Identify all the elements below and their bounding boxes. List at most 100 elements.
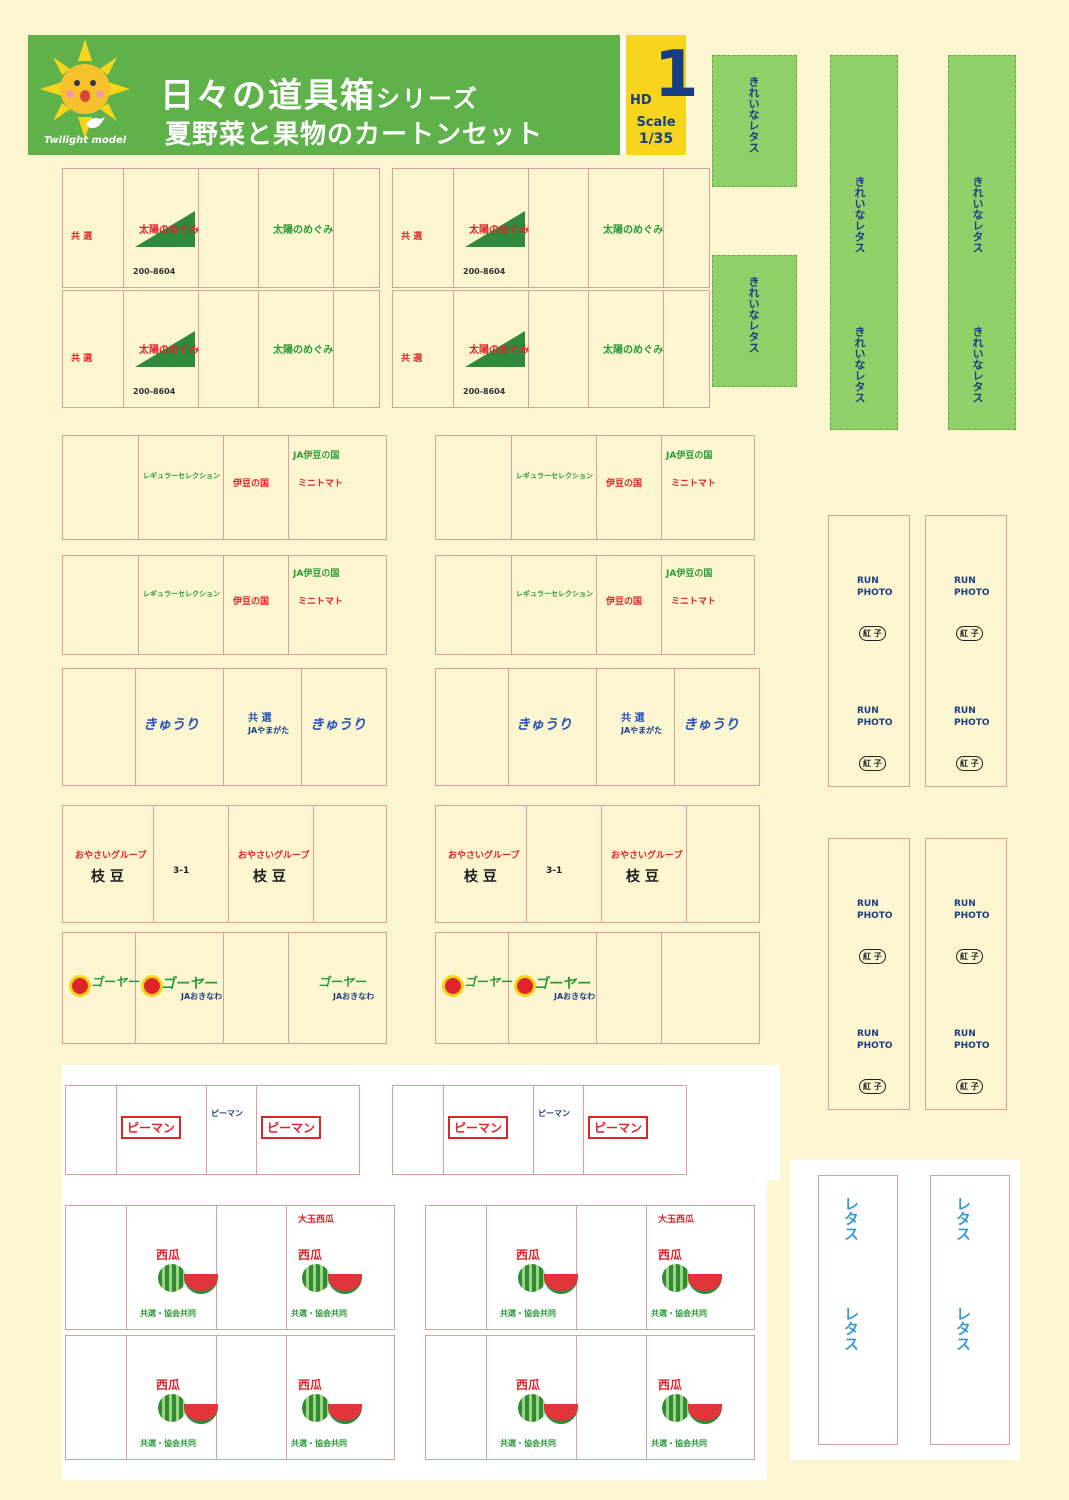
tall-carton-line1: RUN [954, 1029, 976, 1039]
minitomato-region: 伊豆の国 [606, 479, 643, 489]
tomato-hill-graphic [465, 331, 525, 367]
minitomato-coop: JA伊豆の国 [666, 569, 713, 579]
lettuce-label: きれいなレタス [853, 326, 866, 403]
tall-carton-line2: PHOTO [857, 718, 893, 728]
watermelon-icon [302, 1264, 330, 1292]
lettuce-carton-top-1: きれいなレタス [712, 55, 797, 187]
edamame-group: おやさいグループ [611, 851, 683, 861]
minitomato-product: ミニトマト [671, 597, 717, 607]
lettuce-label: きれいなレタス [747, 276, 760, 353]
lettuce-carton-side-1: きれいなレタス きれいなレタス [830, 55, 898, 430]
edamame-grade: 3-1 [546, 866, 563, 876]
watermelon-slice-icon [544, 1404, 578, 1424]
tall-carton-sheet: RUN PHOTO 紅 子 RUN PHOTO 紅 子 [828, 838, 910, 1110]
watermelon-slice-icon [328, 1404, 362, 1424]
tomato-brand: 太陽のめぐみ [139, 225, 200, 236]
tall-carton-line2: PHOTO [954, 911, 990, 921]
watermelon-icon [518, 1394, 546, 1422]
minitomato-carton-sheet: 伊豆の国 ミニトマト JA伊豆の国 レギュラーセレクション [62, 555, 387, 655]
edamame-carton-sheet: おやさいグループ 枝 豆 3-1 おやさいグループ 枝 豆 [435, 805, 760, 923]
edamame-label: 枝 豆 [91, 869, 124, 885]
cucumber-carton-sheet: きゅうり 共 選 JAやまがた きゅうり [62, 668, 387, 786]
blue-carton-label: レタス [954, 1196, 972, 1241]
watermelon-carton-sheet: 西瓜 共選・協会共同 西瓜 共選・協会共同 大玉西瓜 [425, 1205, 755, 1330]
minitomato-region: 伊豆の国 [233, 597, 270, 607]
blue-carton-sheet: レタス レタス [818, 1175, 898, 1445]
watermelon-label: 西瓜 [298, 1378, 323, 1392]
pepper-mid-label: ピーマン [211, 1109, 243, 1118]
watermelon-ja: 共選・協会共同 [291, 1309, 347, 1318]
cucumber-ja: JAやまがた [621, 726, 663, 735]
edamame-label: 枝 豆 [626, 869, 659, 885]
watermelon-icon [662, 1394, 690, 1422]
watermelon-slice-icon [544, 1274, 578, 1294]
watermelon-icon [518, 1264, 546, 1292]
tomato-carton-sheet: 共 選 太陽のめぐみ 太陽のめぐみ 200-8604 [62, 290, 380, 408]
pepper-mid-label: ピーマン [538, 1109, 570, 1118]
tall-carton-line2: PHOTO [857, 588, 893, 598]
series-title: 日々の道具箱シリーズ [160, 76, 479, 116]
watermelon-slice-icon [688, 1404, 722, 1424]
bird-icon [86, 117, 105, 129]
tall-carton-line1: RUN [954, 899, 976, 909]
tomato-brand-2: 太陽のめぐみ [603, 345, 664, 356]
watermelon-ja: 共選・協会共同 [651, 1439, 707, 1448]
watermelon-icon [158, 1264, 186, 1292]
tall-carton-sheet: RUN PHOTO 紅 子 RUN PHOTO 紅 子 [925, 838, 1007, 1110]
cucumber-carton-sheet: きゅうり 共 選 JAやまがた きゅうり [435, 668, 760, 786]
minitomato-region: 伊豆の国 [606, 597, 643, 607]
pepper-label: ピーマン [121, 1116, 182, 1139]
watermelon-icon [302, 1394, 330, 1422]
scale-label: Scale [636, 115, 676, 130]
lettuce-label: きれいなレタス [971, 326, 984, 403]
tall-carton-tag: 紅 子 [956, 1079, 983, 1094]
tall-carton-line2: PHOTO [954, 1041, 990, 1051]
minitomato-tag: レギュラーセレクション [143, 472, 220, 480]
product-number: 1 [654, 38, 699, 112]
pepper-label: ピーマン [588, 1116, 649, 1139]
watermelon-label: 西瓜 [658, 1248, 683, 1262]
blue-carton-label: レタス [842, 1306, 860, 1351]
tomato-carton-sheet: 共 選 太陽のめぐみ 太陽のめぐみ 200-8604 [62, 168, 380, 288]
watermelon-ja: 共選・協会共同 [500, 1309, 556, 1318]
tall-carton-line1: RUN [954, 576, 976, 586]
watermelon-white-area [62, 1180, 767, 1480]
goya-label: ゴーヤー [318, 975, 367, 989]
goya-logo-icon [514, 975, 536, 997]
watermelon-tag: 大玉西瓜 [658, 1215, 695, 1225]
tall-carton-line2: PHOTO [857, 1041, 893, 1051]
goya-logo-icon [69, 975, 91, 997]
tall-carton-line1: RUN [857, 576, 879, 586]
edamame-label: 枝 豆 [253, 869, 286, 885]
product-code: HD [630, 93, 652, 108]
minitomato-product: ミニトマト [298, 597, 344, 607]
tall-carton-tag: 紅 子 [859, 949, 886, 964]
goya-carton-sheet: ゴーヤー ゴーヤー JAおきなわ [435, 932, 760, 1044]
watermelon-slice-icon [688, 1274, 722, 1294]
cucumber-label: きゅうり [683, 717, 739, 733]
tall-carton-line1: RUN [857, 706, 879, 716]
goya-label: ゴーヤー [534, 976, 590, 992]
tomato-code: 200-8604 [133, 267, 176, 276]
tall-carton-line1: RUN [857, 899, 879, 909]
watermelon-ja: 共選・協会共同 [140, 1309, 196, 1318]
pepper-carton-sheet: ピーマン ピーマン ピーマン [392, 1085, 687, 1175]
pepper-carton-sheet: ピーマン ピーマン ピーマン [65, 1085, 360, 1175]
tall-carton-sheet: RUN PHOTO 紅 子 RUN PHOTO 紅 子 [828, 515, 910, 787]
product-badge: HD 1 Scale 1/35 [620, 35, 699, 155]
tall-carton-tag: 紅 子 [859, 626, 886, 641]
tall-carton-tag: 紅 子 [956, 626, 983, 641]
watermelon-slice-icon [184, 1274, 218, 1294]
coop-label: 共 選 [71, 232, 93, 242]
minitomato-carton-sheet: 伊豆の国 ミニトマト JA伊豆の国 レギュラーセレクション [435, 555, 755, 655]
blue-carton-label: レタス [842, 1196, 860, 1241]
tomato-code: 200-8604 [463, 267, 506, 276]
pepper-label: ピーマン [448, 1116, 509, 1139]
goya-ja: JAおきなわ [333, 992, 375, 1001]
tall-carton-tag: 紅 子 [956, 949, 983, 964]
watermelon-label: 西瓜 [298, 1248, 323, 1262]
lettuce-carton-side-2: きれいなレタス きれいなレタス [948, 55, 1016, 430]
tomato-brand-2: 太陽のめぐみ [603, 225, 664, 236]
tall-carton-line2: PHOTO [857, 911, 893, 921]
minitomato-carton-sheet: 伊豆の国 ミニトマト JA伊豆の国 レギュラーセレクション [435, 435, 755, 540]
